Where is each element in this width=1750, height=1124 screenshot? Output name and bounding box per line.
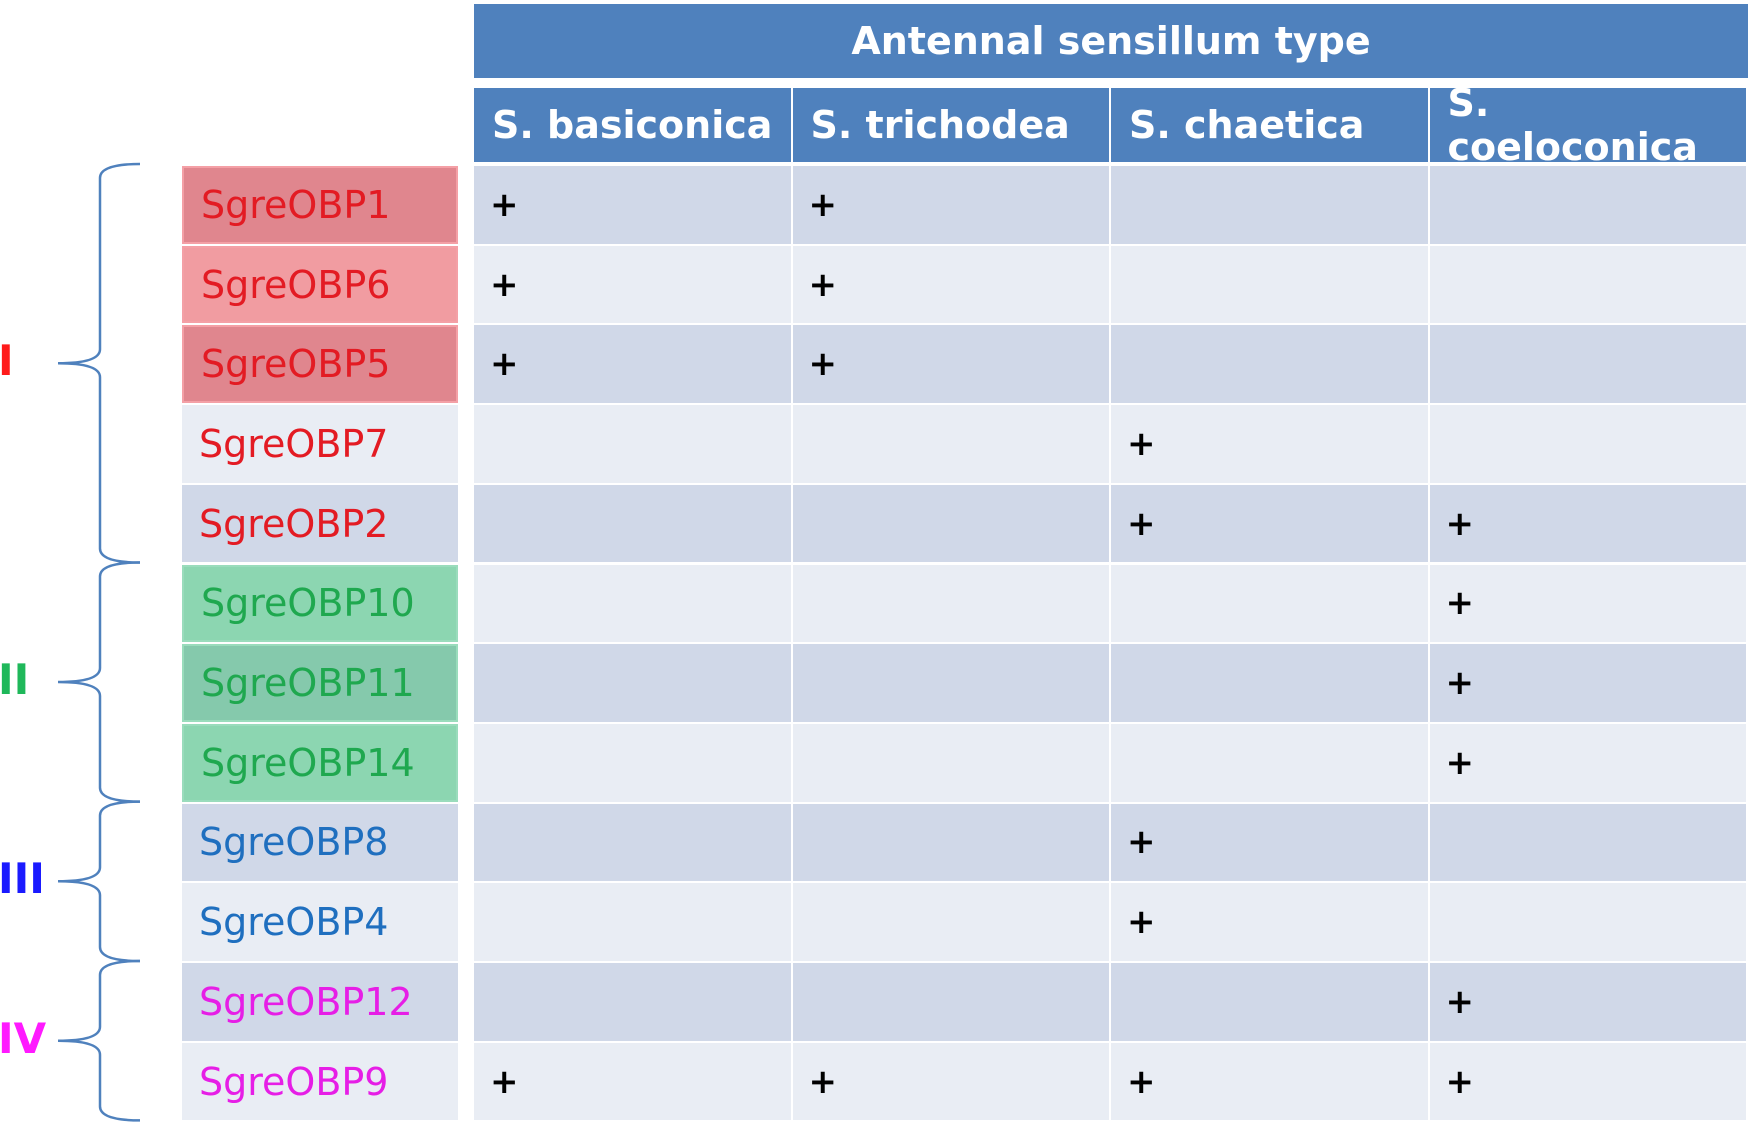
group-label: III — [0, 854, 45, 904]
table-cell — [792, 723, 1109, 802]
table-cell — [1111, 883, 1428, 961]
presence-mark: + — [808, 184, 838, 225]
table-cell — [474, 325, 791, 404]
gene-label: SgreOBP7 — [182, 405, 458, 483]
gene-label: SgreOBP5 — [182, 325, 458, 404]
presence-mark: + — [1445, 663, 1475, 704]
column-header: S. basiconica — [474, 88, 791, 162]
table-cell — [1429, 405, 1746, 483]
gene-label: SgreOBP12 — [182, 963, 458, 1041]
table-cell — [1429, 723, 1746, 802]
table-cell — [1429, 803, 1746, 882]
group-label: I — [0, 336, 14, 386]
table-cell — [1429, 484, 1746, 563]
column-header: S. trichodea — [792, 88, 1109, 162]
presence-mark: + — [1445, 981, 1475, 1022]
table-cell — [474, 1042, 791, 1121]
gene-label: SgreOBP1 — [182, 166, 458, 244]
table-cell — [474, 803, 791, 882]
presence-mark: + — [808, 344, 838, 385]
table-cell — [474, 963, 791, 1041]
table-cell — [1429, 166, 1746, 244]
table-cell — [1429, 564, 1746, 643]
presence-mark: + — [1127, 423, 1156, 464]
gene-label: SgreOBP2 — [182, 484, 458, 563]
group-brace — [57, 561, 141, 803]
presence-mark: + — [1445, 742, 1475, 783]
gene-label: SgreOBP9 — [182, 1042, 458, 1121]
table-cell — [792, 963, 1109, 1041]
presence-mark: + — [1127, 1061, 1156, 1102]
presence-mark: + — [1445, 503, 1475, 544]
table-cell — [792, 484, 1109, 563]
presence-mark: + — [1445, 583, 1475, 624]
table-cell — [792, 644, 1109, 722]
table-cell — [1429, 325, 1746, 404]
table-cell — [1429, 245, 1746, 324]
presence-mark: + — [490, 344, 519, 385]
table-cell — [792, 245, 1109, 324]
table-cell — [474, 564, 791, 643]
table-cell — [1429, 883, 1746, 961]
table-cell — [1111, 245, 1428, 324]
presence-mark: + — [808, 1061, 838, 1102]
table-cell — [1429, 644, 1746, 722]
table-cell — [1111, 166, 1428, 244]
group-brace — [57, 800, 141, 963]
presence-mark: + — [490, 264, 519, 305]
table-cell — [474, 405, 791, 483]
gene-label: SgreOBP4 — [182, 883, 458, 961]
gene-label: SgreOBP8 — [182, 803, 458, 882]
table-cell — [792, 564, 1109, 643]
table-cell — [1429, 1042, 1746, 1121]
presence-mark: + — [1127, 902, 1156, 943]
table-cell — [474, 644, 791, 722]
table-cell — [1111, 484, 1428, 563]
column-header: S. coeloconica — [1429, 81, 1746, 169]
table-cell — [792, 803, 1109, 882]
presence-mark: + — [490, 184, 519, 225]
presence-mark: + — [1127, 503, 1156, 544]
table-cell — [1111, 963, 1428, 1041]
table-cell — [474, 166, 791, 244]
table-header-title: Antennal sensillum type — [474, 4, 1748, 78]
gene-label: SgreOBP14 — [182, 723, 458, 802]
table-cell — [474, 723, 791, 802]
table-cell — [792, 166, 1109, 244]
table-cell — [1111, 405, 1428, 483]
column-header: S. chaetica — [1111, 88, 1428, 162]
table-cell — [1111, 564, 1428, 643]
group-brace — [57, 959, 141, 1122]
group-label: IV — [0, 1013, 47, 1063]
presence-mark: + — [1127, 822, 1156, 863]
gene-label: SgreOBP10 — [182, 564, 458, 643]
table-cell — [474, 883, 791, 961]
table-cell — [792, 405, 1109, 483]
presence-mark: + — [1445, 1061, 1475, 1102]
table-cell — [792, 325, 1109, 404]
table-cell — [1111, 1042, 1428, 1121]
table-cell — [1429, 963, 1746, 1041]
table-cell — [792, 1042, 1109, 1121]
group-brace — [57, 162, 141, 564]
table-cell — [1111, 723, 1428, 802]
group-label: II — [0, 655, 30, 705]
table-cell — [1111, 803, 1428, 882]
table-cell — [1111, 325, 1428, 404]
gene-label: SgreOBP11 — [182, 644, 458, 722]
gene-label: SgreOBP6 — [182, 245, 458, 324]
presence-mark: + — [490, 1061, 519, 1102]
table-cell — [474, 484, 791, 563]
table-cell — [474, 245, 791, 324]
table-cell — [792, 883, 1109, 961]
table-cell — [1111, 644, 1428, 722]
presence-mark: + — [808, 264, 838, 305]
